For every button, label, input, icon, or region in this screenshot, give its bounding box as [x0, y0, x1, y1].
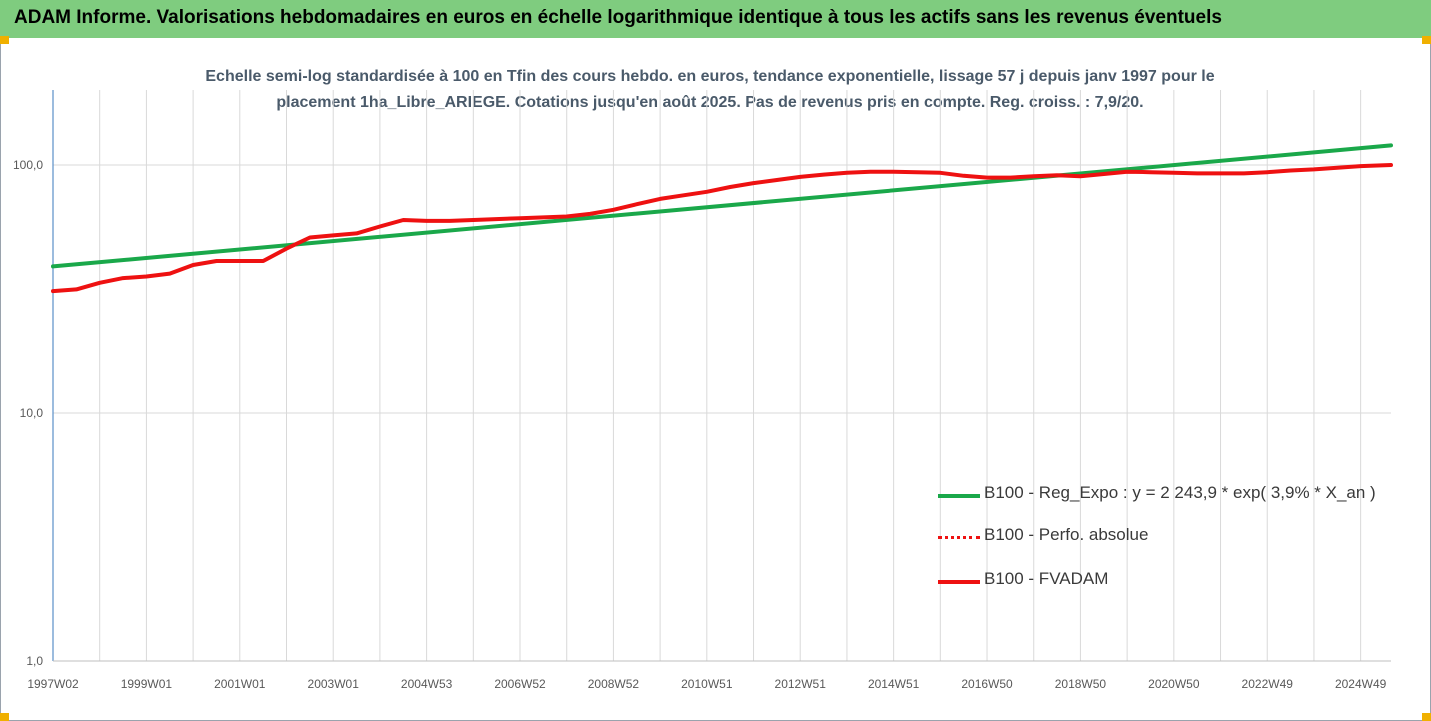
legend-item-reg-expo: B100 - Reg_Expo : y = 2 243,9 * exp( 3,9… — [938, 480, 1408, 510]
legend-swatch-fvadam — [938, 580, 980, 584]
x-tick-label: 1997W02 — [27, 677, 79, 691]
page-title: ADAM Informe. Valorisations hebdomadaire… — [14, 7, 1222, 28]
chart-subtitle-line-2: placement 1ha_Libre_ARIEGE. Cotations ju… — [276, 94, 1144, 111]
y-tick-label: 100,0 — [13, 158, 43, 172]
x-tick-label: 2018W50 — [1055, 677, 1107, 691]
legend-item-fvadam: B100 - FVADAM — [938, 566, 1408, 596]
x-tick-label: 2024W49 — [1335, 677, 1387, 691]
x-tick-label: 2008W52 — [588, 677, 640, 691]
x-tick-label: 2014W51 — [868, 677, 920, 691]
legend-label-reg-expo: B100 - Reg_Expo : y = 2 243,9 * exp( 3,9… — [984, 483, 1376, 502]
x-tick-label: 2001W01 — [214, 677, 266, 691]
grid-layer — [53, 90, 1391, 662]
x-tick-label: 2016W50 — [961, 677, 1013, 691]
legend-swatch-reg-expo — [938, 494, 980, 498]
x-tick-label: 2003W01 — [308, 677, 360, 691]
axis-layer — [52, 90, 1391, 662]
tick-label-layer: 1,0 10,0 100,0 1997W02 1999W01 2001W01 2003W01… — [13, 158, 1387, 691]
x-tick-label: 2022W49 — [1242, 677, 1294, 691]
legend-label-perfo-absolue: B100 - Perfo. absolue — [984, 525, 1149, 544]
x-tick-label: 2004W53 — [401, 677, 453, 691]
header-bar: ADAM Informe. Valorisations hebdomadaire… — [0, 0, 1431, 38]
legend-item-perfo-absolue: B100 - Perfo. absolue — [938, 522, 1408, 552]
legend-label-fvadam: B100 - FVADAM — [984, 569, 1109, 588]
series-line-fvadam — [51, 163, 1393, 294]
y-tick-label: 10,0 — [20, 406, 44, 420]
corner-marker-left — [0, 36, 9, 44]
x-tick-label: 2010W51 — [681, 677, 733, 691]
x-tick-label: 2012W51 — [775, 677, 827, 691]
y-tick-label: 1,0 — [26, 654, 43, 668]
x-tick-label: 2006W52 — [494, 677, 546, 691]
series-layer — [51, 143, 1393, 294]
chart-subtitle: Echelle semi-log standardisée à 100 en T… — [180, 64, 1240, 116]
corner-marker-bottom-right — [1422, 713, 1431, 721]
series-line-reg-expo — [51, 143, 1393, 269]
corner-marker-bottom-left — [0, 713, 9, 721]
legend-swatch-perfo-absolue — [938, 536, 980, 539]
corner-marker-right — [1422, 36, 1431, 44]
chart-subtitle-line-1: Echelle semi-log standardisée à 100 en T… — [205, 68, 1215, 85]
x-tick-label: 1999W01 — [121, 677, 173, 691]
x-tick-label: 2020W50 — [1148, 677, 1200, 691]
